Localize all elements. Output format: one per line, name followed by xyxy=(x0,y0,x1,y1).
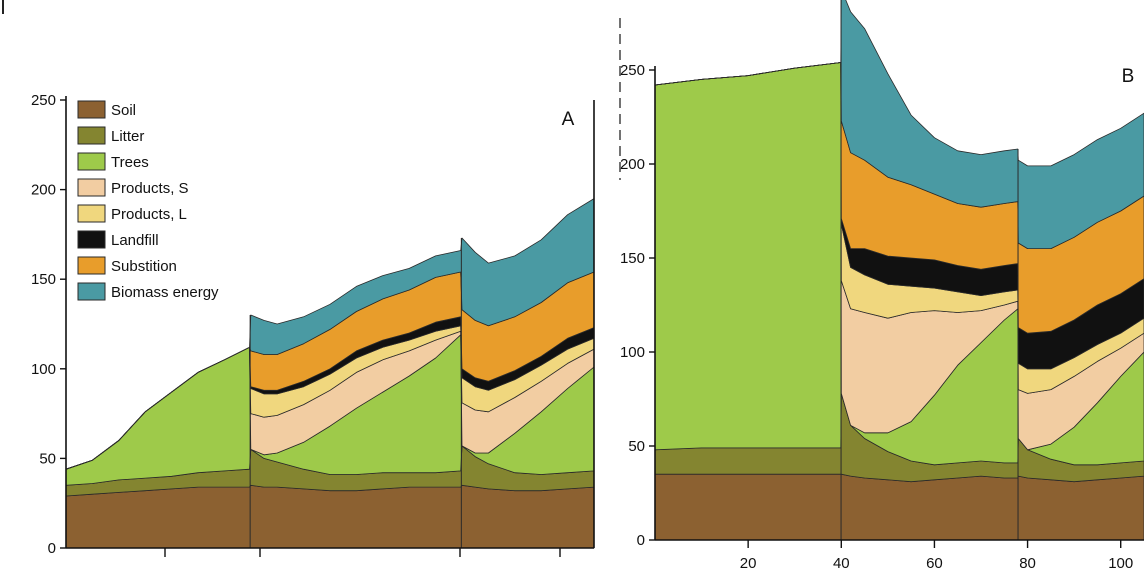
legend: Soil Litter Trees Products, S Products, L Lan… xyxy=(77,100,219,301)
legend-swatch-soil xyxy=(77,100,106,119)
panel-b-area-soil xyxy=(654,473,1144,541)
panel-b-y-tick-label: 250 xyxy=(620,62,645,79)
legend-label-products-l: Products, L xyxy=(111,206,187,223)
legend-label-landfill: Landfill xyxy=(111,232,159,249)
legend-label-trees: Trees xyxy=(111,154,149,171)
legend-label-litter: Litter xyxy=(111,128,144,145)
panel-b-dividers xyxy=(840,0,1019,540)
panel-a-dividers xyxy=(249,237,462,548)
panel-a-y-tick-label: 50 xyxy=(39,450,56,467)
panel-b-x-tick-label: 80 xyxy=(1019,555,1036,572)
panel-b-area-biomass-energy xyxy=(654,0,1144,249)
legend-swatch-products-l xyxy=(77,204,106,223)
panel-b-x-tick-label: 40 xyxy=(833,555,850,572)
panel-a-y-tick-label: 0 xyxy=(48,540,56,557)
panel-a-y-tick-label: 200 xyxy=(31,182,56,199)
legend-swatch-trees xyxy=(77,152,106,171)
panel-b-y-tick-label: 50 xyxy=(628,438,645,455)
panel-a-areas xyxy=(65,198,595,549)
legend-swatch-litter xyxy=(77,126,106,145)
panel-a: 0 50 100 150 200 250 A Soil Litter Trees Product… xyxy=(31,92,595,557)
legend-label-substition: Substition xyxy=(111,258,177,275)
legend-label-biomass-energy: Biomass energy xyxy=(111,284,219,301)
legend-swatch-substition xyxy=(77,256,106,275)
panel-label-a: A xyxy=(562,109,575,130)
panel-b-y-tick-label: 150 xyxy=(620,250,645,267)
panel-b-y-tick-label: 0 xyxy=(637,532,645,549)
panel-b-x-tick-label: 20 xyxy=(740,555,757,572)
panel-b-x-tick-label: 100 xyxy=(1108,555,1133,572)
legend-swatch-biomass-energy xyxy=(77,282,106,301)
panel-a-y-tick-label: 100 xyxy=(31,361,56,378)
panel-b-y-tick-label: 100 xyxy=(620,344,645,361)
legend-swatch-products-s xyxy=(77,178,106,197)
panel-a-y-tick-label: 150 xyxy=(31,271,56,288)
panel-b-areas xyxy=(654,0,1144,541)
panel-label-b: B xyxy=(1122,66,1135,87)
panel-a-axes: 0 50 100 150 200 250 xyxy=(31,92,595,557)
panel-b-y-tick-label: 200 xyxy=(620,156,645,173)
panel-b-axes: 0 50 100 150 200 250 20 40 60 80 100 xyxy=(620,62,1144,572)
panel-a-area-soil xyxy=(65,484,595,549)
panel-b: 0 50 100 150 200 250 20 40 60 80 100 B xyxy=(620,0,1144,572)
legend-swatch-landfill xyxy=(77,230,106,249)
legend-label-products-s: Products, S xyxy=(111,180,189,197)
panel-b-x-tick-label: 60 xyxy=(926,555,943,572)
legend-label-soil: Soil xyxy=(111,102,136,119)
panel-a-y-tick-label: 250 xyxy=(31,92,56,109)
